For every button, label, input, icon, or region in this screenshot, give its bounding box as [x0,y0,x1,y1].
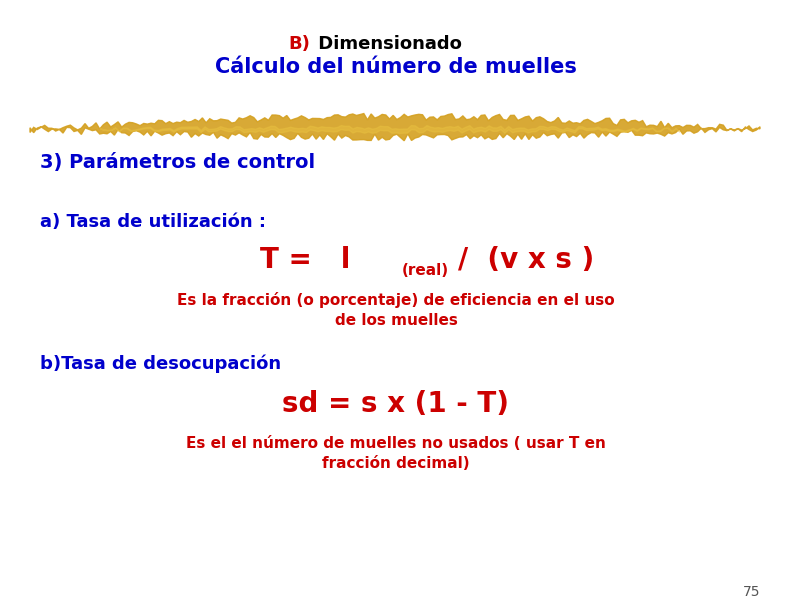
Text: b)Tasa de desocupación: b)Tasa de desocupación [40,355,281,373]
Text: B): B) [288,35,310,53]
Text: /  (v x s ): / (v x s ) [458,246,594,274]
Text: Es la fracción (o porcentaje) de eficiencia en el uso: Es la fracción (o porcentaje) de eficien… [177,292,615,308]
Text: Cálculo del número de muelles: Cálculo del número de muelles [215,57,577,77]
Text: Es el el número de muelles no usados ( usar T en: Es el el número de muelles no usados ( u… [186,436,606,452]
Text: a) Tasa de utilización :: a) Tasa de utilización : [40,213,266,231]
Text: sd = s x (1 - T): sd = s x (1 - T) [283,390,509,418]
Polygon shape [30,114,760,141]
Text: fracción decimal): fracción decimal) [322,457,470,471]
Text: T =   l: T = l [260,246,350,274]
Text: 75: 75 [742,585,760,599]
Text: Dimensionado: Dimensionado [312,35,462,53]
Text: (real): (real) [402,263,449,277]
Text: de los muelles: de los muelles [334,313,458,327]
Text: 3) Parámetros de control: 3) Parámetros de control [40,152,315,171]
Polygon shape [100,125,680,133]
